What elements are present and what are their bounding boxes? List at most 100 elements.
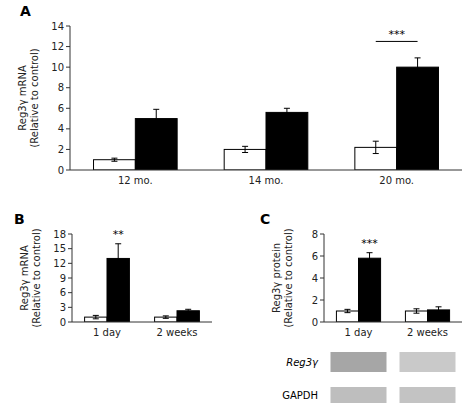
y-tick-label: 6 (58, 103, 64, 114)
error-cap (344, 309, 350, 310)
error-line (286, 108, 287, 116)
bar (336, 311, 358, 322)
y-axis-label: Reg3γ protein(Relative to control) (271, 228, 294, 327)
error-bar (436, 307, 442, 313)
y-tick (66, 149, 70, 150)
y-tick-label: 18 (53, 229, 66, 240)
plot-area (336, 253, 449, 322)
panel-label: B (14, 211, 25, 227)
y-axis-label-line: Reg3γ mRNA (17, 65, 28, 131)
y-tick-label: 8 (58, 82, 64, 93)
panel-label: A (20, 3, 31, 19)
y-tick-label: 9 (60, 273, 66, 284)
x-tick-label: 1 day (93, 327, 121, 338)
plot-area (94, 58, 439, 170)
y-tick (66, 26, 70, 27)
error-cap (373, 153, 379, 154)
error-line (375, 141, 376, 153)
blot-label: Reg3γ (286, 357, 319, 368)
error-bar (367, 253, 373, 264)
error-cap (242, 152, 248, 153)
y-tick (66, 128, 70, 129)
error-cap (163, 315, 169, 316)
y-tick-label: 15 (53, 243, 66, 254)
y-axis (70, 26, 71, 170)
error-cap (153, 109, 159, 110)
y-axis-label: Reg3γ mRNA(Relative to control) (17, 48, 40, 147)
y-tick-label: 2 (58, 144, 64, 155)
y-axis-label-line: Reg3γ protein (271, 243, 282, 313)
error-cap (415, 76, 421, 77)
bar (177, 311, 199, 322)
significance-label: *** (361, 237, 378, 250)
error-cap (93, 315, 99, 316)
y-tick-label: 6 (60, 287, 66, 298)
error-bar (373, 141, 379, 153)
y-tick (66, 46, 70, 47)
x-axis (72, 322, 212, 323)
x-tick-label: 12 mo. (118, 175, 153, 186)
bar (94, 160, 136, 170)
error-line (245, 146, 246, 152)
y-tick-label: 3 (60, 302, 66, 313)
blot-band (400, 352, 456, 372)
y-axis-label: Reg3γ mRNA(Relative to control) (19, 228, 42, 327)
y-tick (68, 234, 72, 235)
bar (224, 149, 266, 170)
y-tick-label: 4 (312, 273, 318, 284)
y-tick-label: 12 (51, 41, 64, 52)
y-tick (66, 67, 70, 68)
bar (266, 112, 308, 170)
error-cap (413, 308, 419, 309)
y-tick (68, 307, 72, 308)
y-tick (320, 300, 324, 301)
error-bar (413, 309, 419, 313)
x-tick-label: 2 weeks (156, 327, 197, 338)
error-cap (242, 146, 248, 147)
y-tick (68, 248, 72, 249)
error-bar (242, 146, 248, 152)
y-tick-label: 0 (312, 317, 318, 328)
bar (155, 317, 177, 322)
y-tick-label: 0 (58, 165, 64, 176)
y-tick-label: 10 (51, 62, 64, 73)
error-cap (367, 252, 373, 253)
y-tick (66, 87, 70, 88)
y-tick (68, 278, 72, 279)
error-cap (436, 306, 442, 307)
error-line (416, 309, 417, 313)
y-axis (324, 234, 325, 322)
blot-band (331, 352, 387, 372)
y-tick (320, 278, 324, 279)
y-axis-label-line: (Relative to control) (29, 48, 40, 147)
bar (397, 67, 439, 170)
y-tick (66, 108, 70, 109)
error-cap (415, 57, 421, 58)
error-cap (153, 127, 159, 128)
error-cap (93, 318, 99, 319)
bar (359, 258, 381, 322)
y-tick-label: 2 (312, 295, 318, 306)
error-cap (344, 312, 350, 313)
error-line (118, 244, 119, 273)
error-cap (413, 313, 419, 314)
error-bar (115, 244, 121, 273)
blot-band (400, 387, 456, 403)
x-tick-label: 14 mo. (249, 175, 284, 186)
error-cap (111, 161, 117, 162)
error-cap (436, 312, 442, 313)
error-cap (111, 158, 117, 159)
panel: A02468101214Reg3γ mRNA(Relative to contr… (17, 3, 462, 186)
error-bar (93, 315, 99, 318)
error-cap (185, 309, 191, 310)
figure: A02468101214Reg3γ mRNA(Relative to contr… (0, 0, 474, 416)
y-axis-label-line: (Relative to control) (31, 228, 42, 327)
x-tick-label: 20 mo. (379, 175, 414, 186)
error-bar (163, 316, 169, 318)
y-tick (68, 292, 72, 293)
error-bar (284, 108, 290, 116)
blot-band (331, 387, 387, 403)
x-tick-label: 1 day (345, 327, 373, 338)
panel: C02468Reg3γ protein(Relative to control)… (260, 211, 462, 403)
error-line (438, 307, 439, 313)
